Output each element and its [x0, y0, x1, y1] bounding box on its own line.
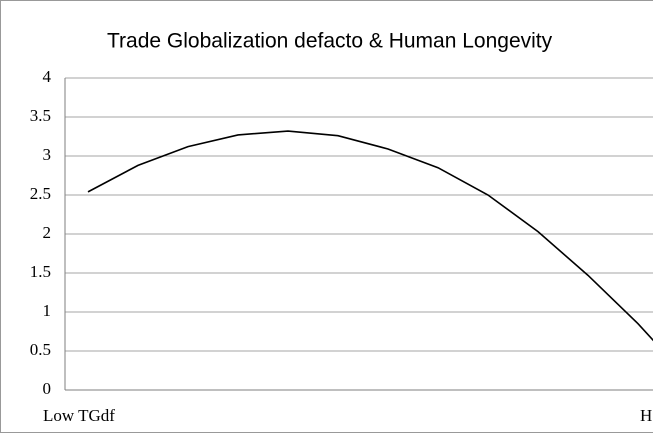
- x-tick-label: Low TGdf: [43, 406, 115, 425]
- y-tick-label: 0.5: [30, 340, 51, 359]
- y-tick-label: 2: [43, 223, 52, 242]
- x-tick-label: H: [640, 406, 652, 425]
- y-tick-label: 4: [43, 67, 52, 86]
- y-tick-label: 2.5: [30, 184, 51, 203]
- y-tick-label: 3: [43, 145, 52, 164]
- y-tick-label: 3.5: [30, 106, 51, 125]
- y-tick-label: 1.5: [30, 262, 51, 281]
- y-tick-label: 0: [43, 379, 52, 398]
- line-series: [87, 130, 653, 342]
- chart-title: Trade Globalization defacto & Human Long…: [107, 30, 553, 53]
- y-tick-label: 1: [43, 301, 52, 320]
